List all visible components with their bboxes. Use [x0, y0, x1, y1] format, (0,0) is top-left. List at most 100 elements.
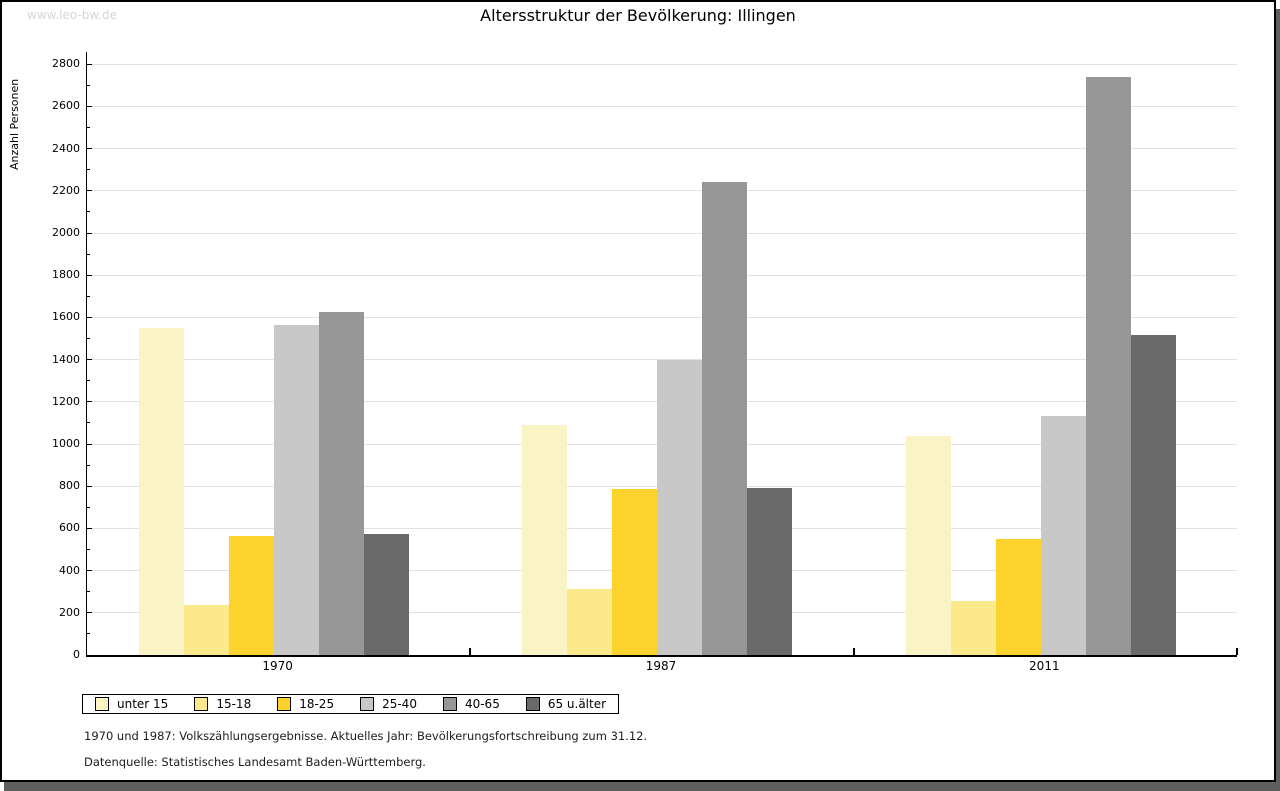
- grid-line: [87, 316, 1237, 318]
- x-category-label: 1970: [262, 659, 293, 673]
- y-tick-label: 800: [59, 479, 80, 493]
- y-tick-label: 2200: [52, 183, 80, 197]
- chart-title: Altersstruktur der Bevölkerung: Illingen: [480, 6, 796, 25]
- footnote-data-source: Datenquelle: Statistisches Landesamt Bad…: [84, 755, 426, 769]
- legend-label: 25-40: [382, 697, 417, 711]
- legend-item: 65 u.älter: [525, 697, 607, 711]
- footnote-methodology: 1970 und 1987: Volkszählungsergebnisse. …: [84, 729, 648, 743]
- y-tick-label: 1600: [52, 310, 80, 324]
- grid-line: [87, 359, 1237, 361]
- legend-label: 65 u.älter: [547, 697, 607, 711]
- site-watermark: www.leo-bw.de: [27, 8, 117, 22]
- plot-area: [86, 52, 1238, 657]
- y-minor-tick: [87, 211, 90, 213]
- bar-65-u-lter: [747, 488, 793, 655]
- y-minor-tick: [87, 506, 90, 508]
- legend-item: 18-25: [277, 697, 334, 711]
- bar-25-40: [274, 324, 319, 655]
- legend-item: 15-18: [194, 697, 251, 711]
- y-axis-title: Anzahl Personen: [8, 78, 21, 170]
- y-minor-tick: [87, 549, 90, 551]
- y-minor-tick: [87, 127, 90, 129]
- y-tick: [87, 148, 92, 150]
- y-tick-label: 1800: [52, 268, 80, 282]
- x-tick: [1236, 648, 1238, 655]
- y-tick: [87, 63, 92, 65]
- bar-18-25: [229, 535, 274, 655]
- legend-label: unter 15: [117, 697, 169, 711]
- y-tick: [87, 232, 92, 234]
- y-minor-tick: [87, 591, 90, 593]
- bar-unter-15: [522, 425, 568, 655]
- y-minor-tick: [87, 464, 90, 466]
- y-tick-label: 2800: [52, 57, 80, 71]
- grid-line: [87, 63, 1237, 65]
- y-minor-tick: [87, 295, 90, 297]
- legend-swatch-icon: [194, 697, 209, 711]
- bar-40-65: [702, 182, 748, 655]
- legend-label: 18-25: [299, 697, 335, 711]
- bar-unter-15: [905, 435, 951, 655]
- legend-item: unter 15: [95, 697, 168, 711]
- y-tick-label: 1400: [52, 352, 80, 366]
- bar-15-18: [567, 588, 613, 655]
- grid-line: [87, 232, 1237, 234]
- grid-line: [87, 148, 1237, 150]
- y-tick-label: 1000: [52, 437, 80, 451]
- y-minor-tick: [87, 253, 90, 255]
- y-minor-tick: [87, 169, 90, 171]
- y-tick-label: 600: [59, 521, 80, 535]
- grid-line: [87, 190, 1237, 192]
- legend-item: 40-65: [442, 697, 500, 711]
- x-category-label: 1987: [645, 659, 677, 673]
- y-tick: [87, 316, 92, 318]
- y-tick: [87, 105, 92, 107]
- y-tick: [87, 570, 92, 572]
- grid-line: [87, 105, 1237, 107]
- y-tick: [87, 485, 92, 487]
- y-tick: [87, 401, 92, 403]
- y-minor-tick: [87, 633, 90, 635]
- bar-40-65: [1085, 76, 1131, 655]
- y-tick: [87, 359, 92, 361]
- x-tick: [852, 648, 855, 655]
- legend-swatch-icon: [95, 697, 109, 711]
- y-tick: [87, 527, 92, 529]
- y-minor-tick: [87, 380, 90, 382]
- y-tick: [87, 190, 92, 192]
- x-category-label: 2011: [1029, 659, 1060, 673]
- legend-label: 40-65: [464, 697, 500, 711]
- legend-item: 25-40: [360, 697, 417, 711]
- bar-65-u-lter: [1130, 335, 1176, 655]
- bar-25-40: [1040, 415, 1086, 655]
- bar-18-25: [995, 538, 1041, 655]
- legend-swatch-icon: [277, 697, 292, 711]
- y-tick-label: 0: [73, 648, 80, 661]
- y-minor-tick: [87, 84, 90, 86]
- y-minor-tick: [87, 422, 90, 424]
- y-tick: [87, 612, 92, 614]
- bar-15-18: [950, 601, 996, 655]
- y-minor-tick: [87, 338, 90, 340]
- y-tick-label: 2600: [52, 99, 80, 113]
- y-tick-label: 2000: [52, 226, 80, 240]
- bar-15-18: [184, 605, 229, 655]
- y-tick-label: 400: [59, 563, 80, 577]
- bar-18-25: [612, 489, 658, 655]
- bar-unter-15: [139, 328, 184, 655]
- legend-label: 15-18: [216, 697, 252, 711]
- y-tick: [87, 274, 92, 276]
- y-tick: [87, 443, 92, 445]
- y-tick-label: 200: [59, 605, 80, 619]
- y-tick-label: 2400: [52, 141, 80, 155]
- bar-65-u-lter: [364, 533, 409, 655]
- bar-40-65: [319, 312, 364, 655]
- grid-line: [87, 274, 1237, 276]
- x-tick: [469, 648, 472, 655]
- legend: unter 15 15-18 18-25 25-40 40-65 65 u.älter: [82, 694, 620, 714]
- legend-swatch-icon: [525, 697, 540, 711]
- legend-swatch-icon: [360, 697, 375, 711]
- y-tick-label: 1200: [52, 394, 80, 408]
- legend-swatch-icon: [442, 697, 457, 711]
